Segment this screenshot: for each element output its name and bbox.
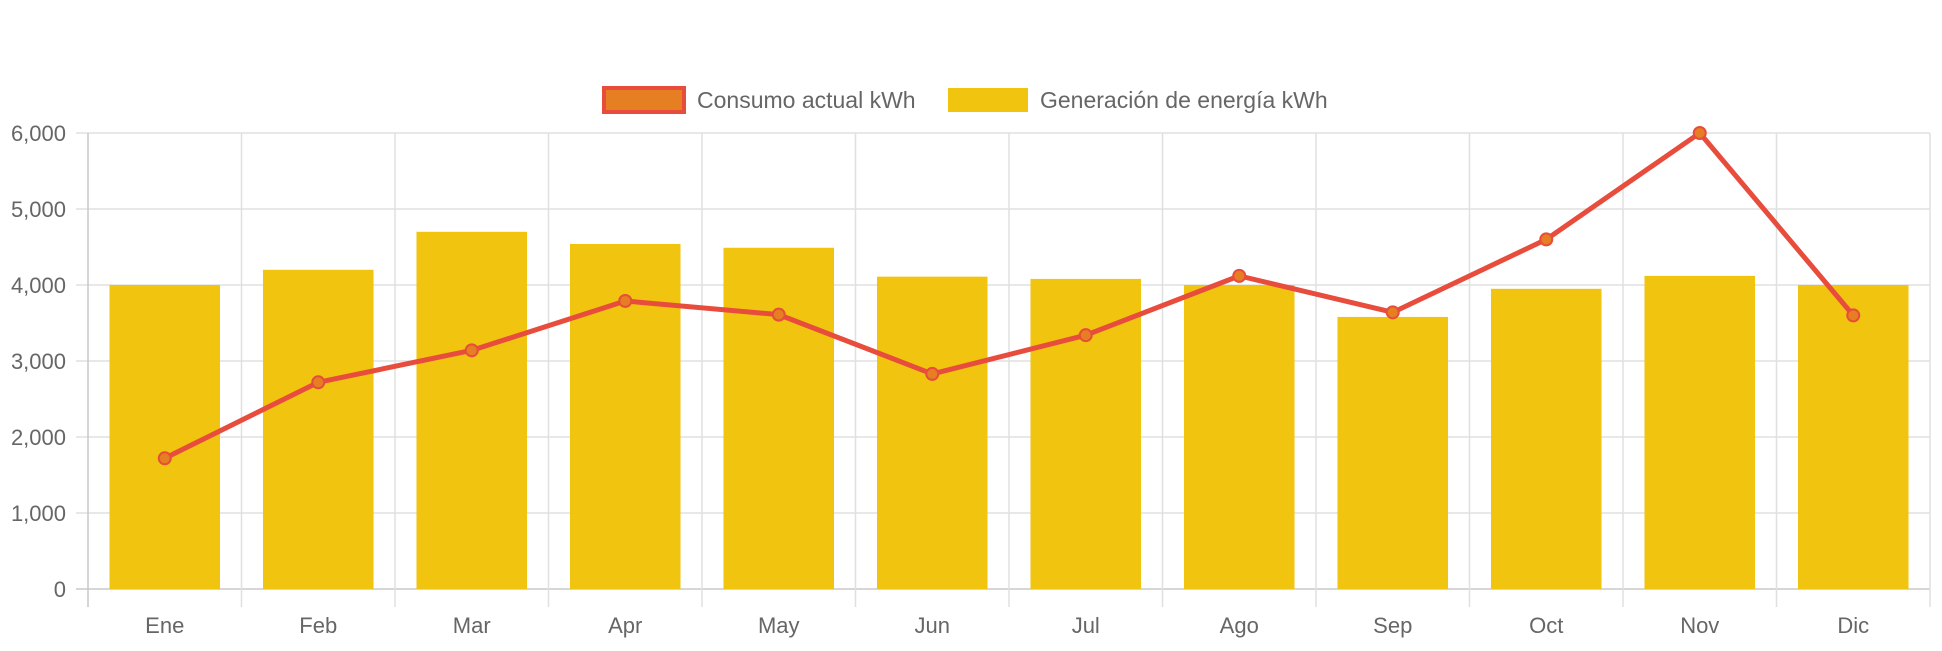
x-tick-label: May <box>758 613 800 638</box>
bar-ene <box>109 285 221 589</box>
legend: Consumo actual kWh Generación de energía … <box>602 86 1328 114</box>
y-tick-label: 6,000 <box>11 121 66 146</box>
line-series <box>157 126 1861 466</box>
y-tick-label: 2,000 <box>11 425 66 450</box>
legend-swatch-consumption <box>602 86 686 114</box>
y-tick-label: 5,000 <box>11 197 66 222</box>
line-point-ene <box>157 451 172 466</box>
line-point-sep <box>1385 305 1400 320</box>
bar-oct <box>1490 288 1602 589</box>
line-point-apr <box>618 293 633 308</box>
bar-sep <box>1337 316 1449 589</box>
grid <box>76 132 1931 607</box>
bar-ago <box>1183 285 1295 589</box>
axes: 0 1,000 2,000 3,000 4,000 5,000 6,000 Ene Feb Mar… <box>11 121 1869 638</box>
bars <box>109 231 1909 590</box>
x-tick-label: Sep <box>1373 613 1412 638</box>
line-point-oct <box>1539 232 1554 247</box>
line-point-feb <box>311 375 326 390</box>
y-tick-label: 3,000 <box>11 349 66 374</box>
x-tick-label: Feb <box>299 613 337 638</box>
y-tick-label: 0 <box>54 577 66 602</box>
line-point-mar <box>464 343 479 358</box>
x-tick-label: Mar <box>453 613 491 638</box>
y-tick-label: 4,000 <box>11 273 66 298</box>
x-tick-label: Ene <box>145 613 184 638</box>
legend-label-consumption: Consumo actual kWh <box>697 87 916 113</box>
x-tick-label: Apr <box>608 613 642 638</box>
x-tick-label: Jun <box>915 613 950 638</box>
line-point-jun <box>925 366 940 381</box>
x-tick-label: Ago <box>1220 613 1259 638</box>
legend-label-generation: Generación de energía kWh <box>1040 87 1328 113</box>
line-point-nov <box>1692 126 1707 140</box>
x-tick-label: Dic <box>1837 613 1869 638</box>
bar-jul <box>1030 278 1142 589</box>
x-tick-label: Jul <box>1072 613 1100 638</box>
bar-jun <box>876 276 988 589</box>
line-point-may <box>771 307 786 322</box>
bar-may <box>723 247 835 589</box>
line-point-jul <box>1078 328 1093 343</box>
bar-feb <box>262 269 374 589</box>
consumption-line <box>163 130 1856 461</box>
line-point-ago <box>1232 268 1247 283</box>
bar-nov <box>1644 275 1756 589</box>
x-tick-label: Oct <box>1529 613 1563 638</box>
line-point-dic <box>1846 308 1861 323</box>
y-tick-label: 1,000 <box>11 501 66 526</box>
legend-swatch-generation <box>948 88 1028 112</box>
bar-mar <box>416 231 528 590</box>
x-tick-label: Nov <box>1680 613 1719 638</box>
bar-dic <box>1797 285 1909 589</box>
